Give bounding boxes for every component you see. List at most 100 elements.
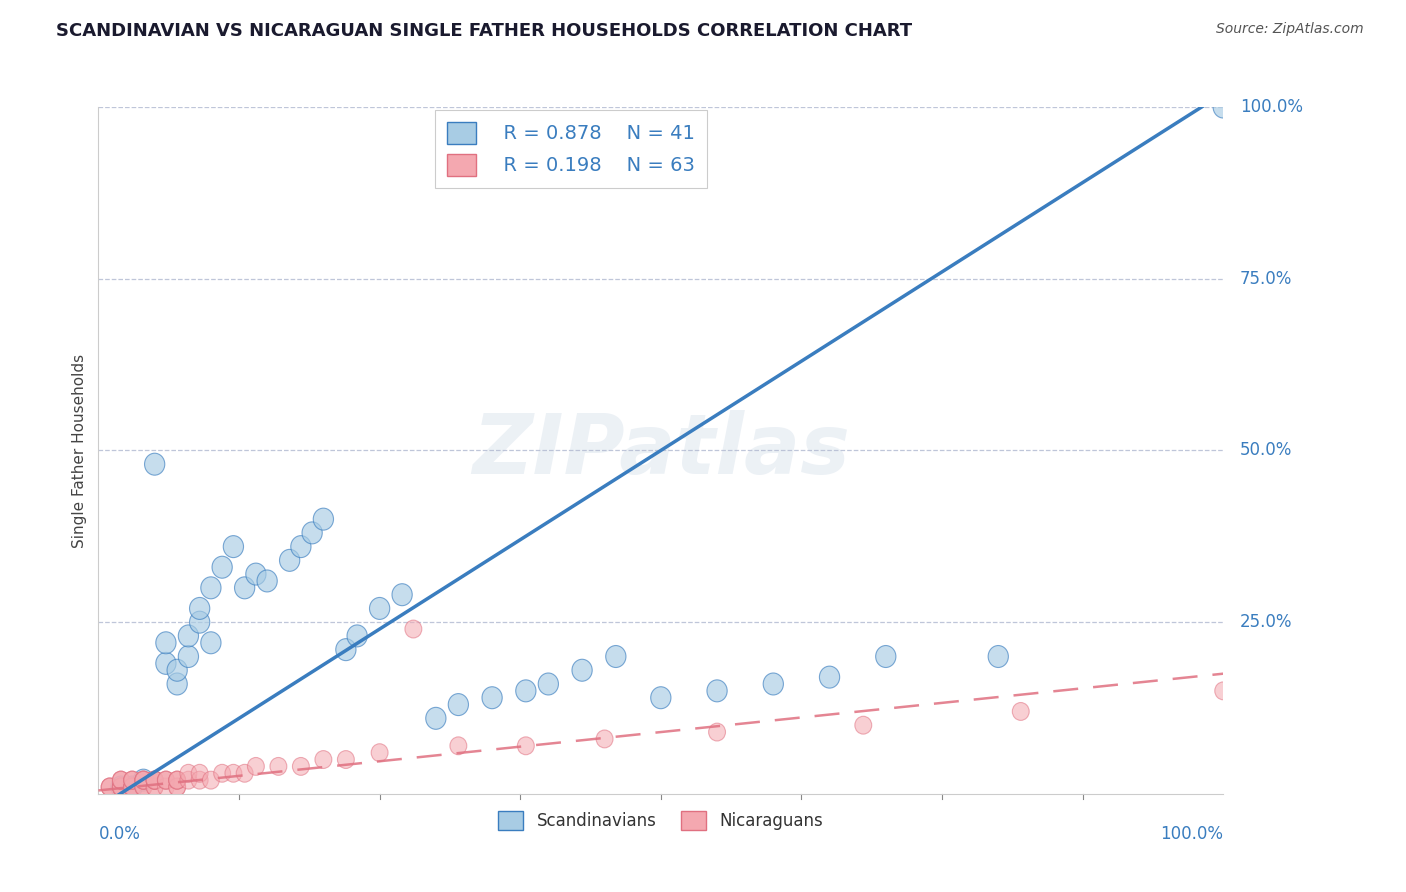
Ellipse shape — [146, 772, 163, 789]
Ellipse shape — [1215, 681, 1232, 700]
Ellipse shape — [112, 778, 129, 796]
Ellipse shape — [112, 778, 129, 796]
Ellipse shape — [124, 778, 141, 796]
Ellipse shape — [280, 549, 299, 572]
Ellipse shape — [291, 535, 311, 558]
Ellipse shape — [190, 611, 209, 633]
Ellipse shape — [112, 778, 129, 796]
Ellipse shape — [246, 563, 266, 585]
Ellipse shape — [101, 778, 118, 796]
Ellipse shape — [572, 659, 592, 681]
Ellipse shape — [392, 583, 412, 606]
Ellipse shape — [146, 778, 163, 796]
Ellipse shape — [855, 716, 872, 734]
Ellipse shape — [124, 778, 141, 796]
Ellipse shape — [405, 620, 422, 638]
Ellipse shape — [225, 764, 242, 782]
Ellipse shape — [156, 652, 176, 674]
Ellipse shape — [482, 687, 502, 709]
Ellipse shape — [124, 772, 141, 789]
Ellipse shape — [596, 730, 613, 747]
Ellipse shape — [145, 453, 165, 475]
Legend: Scandinavians, Nicaraguans: Scandinavians, Nicaraguans — [492, 805, 830, 837]
Text: Source: ZipAtlas.com: Source: ZipAtlas.com — [1216, 22, 1364, 37]
Ellipse shape — [538, 673, 558, 695]
Ellipse shape — [157, 772, 174, 789]
Ellipse shape — [134, 769, 153, 791]
Text: 75.0%: 75.0% — [1240, 269, 1292, 288]
Ellipse shape — [257, 570, 277, 592]
Text: SCANDINAVIAN VS NICARAGUAN SINGLE FATHER HOUSEHOLDS CORRELATION CHART: SCANDINAVIAN VS NICARAGUAN SINGLE FATHER… — [56, 22, 912, 40]
Ellipse shape — [820, 666, 839, 688]
Ellipse shape — [450, 737, 467, 755]
Ellipse shape — [111, 776, 131, 798]
Ellipse shape — [135, 778, 152, 796]
Ellipse shape — [101, 778, 118, 796]
Text: 100.0%: 100.0% — [1240, 98, 1303, 116]
Ellipse shape — [201, 632, 221, 654]
Ellipse shape — [236, 764, 253, 782]
Text: 100.0%: 100.0% — [1160, 825, 1223, 843]
Ellipse shape — [270, 757, 287, 775]
Ellipse shape — [135, 772, 152, 789]
Ellipse shape — [157, 772, 174, 789]
Ellipse shape — [336, 639, 356, 661]
Ellipse shape — [169, 778, 186, 796]
Ellipse shape — [370, 598, 389, 619]
Ellipse shape — [169, 778, 186, 796]
Ellipse shape — [292, 757, 309, 775]
Y-axis label: Single Father Households: Single Father Households — [72, 353, 87, 548]
Ellipse shape — [112, 772, 129, 789]
Ellipse shape — [180, 764, 197, 782]
Ellipse shape — [179, 625, 198, 647]
Ellipse shape — [135, 772, 152, 789]
Ellipse shape — [180, 772, 197, 789]
Ellipse shape — [337, 750, 354, 769]
Ellipse shape — [314, 508, 333, 530]
Ellipse shape — [876, 646, 896, 667]
Ellipse shape — [235, 577, 254, 599]
Text: 0.0%: 0.0% — [98, 825, 141, 843]
Ellipse shape — [135, 772, 152, 789]
Ellipse shape — [135, 772, 152, 789]
Ellipse shape — [202, 772, 219, 789]
Ellipse shape — [190, 598, 209, 619]
Ellipse shape — [449, 694, 468, 715]
Ellipse shape — [169, 772, 186, 789]
Ellipse shape — [1012, 703, 1029, 721]
Ellipse shape — [347, 625, 367, 647]
Ellipse shape — [988, 646, 1008, 667]
Ellipse shape — [201, 577, 221, 599]
Ellipse shape — [135, 778, 152, 796]
Ellipse shape — [517, 737, 534, 755]
Ellipse shape — [124, 772, 141, 789]
Ellipse shape — [707, 680, 727, 702]
Ellipse shape — [224, 535, 243, 558]
Ellipse shape — [1213, 96, 1233, 118]
Ellipse shape — [124, 772, 141, 789]
Ellipse shape — [157, 772, 174, 789]
Ellipse shape — [156, 632, 176, 654]
Ellipse shape — [516, 680, 536, 702]
Ellipse shape — [214, 764, 231, 782]
Ellipse shape — [371, 744, 388, 762]
Ellipse shape — [191, 764, 208, 782]
Ellipse shape — [191, 772, 208, 789]
Ellipse shape — [212, 557, 232, 578]
Ellipse shape — [606, 646, 626, 667]
Ellipse shape — [124, 778, 141, 796]
Ellipse shape — [651, 687, 671, 709]
Ellipse shape — [146, 772, 163, 789]
Text: 50.0%: 50.0% — [1240, 442, 1292, 459]
Ellipse shape — [167, 659, 187, 681]
Ellipse shape — [169, 772, 186, 789]
Ellipse shape — [101, 778, 118, 796]
Ellipse shape — [157, 778, 174, 796]
Ellipse shape — [124, 778, 141, 796]
Ellipse shape — [112, 772, 129, 789]
Ellipse shape — [122, 776, 142, 798]
Ellipse shape — [709, 723, 725, 741]
Ellipse shape — [179, 646, 198, 667]
Ellipse shape — [146, 772, 163, 789]
Ellipse shape — [247, 757, 264, 775]
